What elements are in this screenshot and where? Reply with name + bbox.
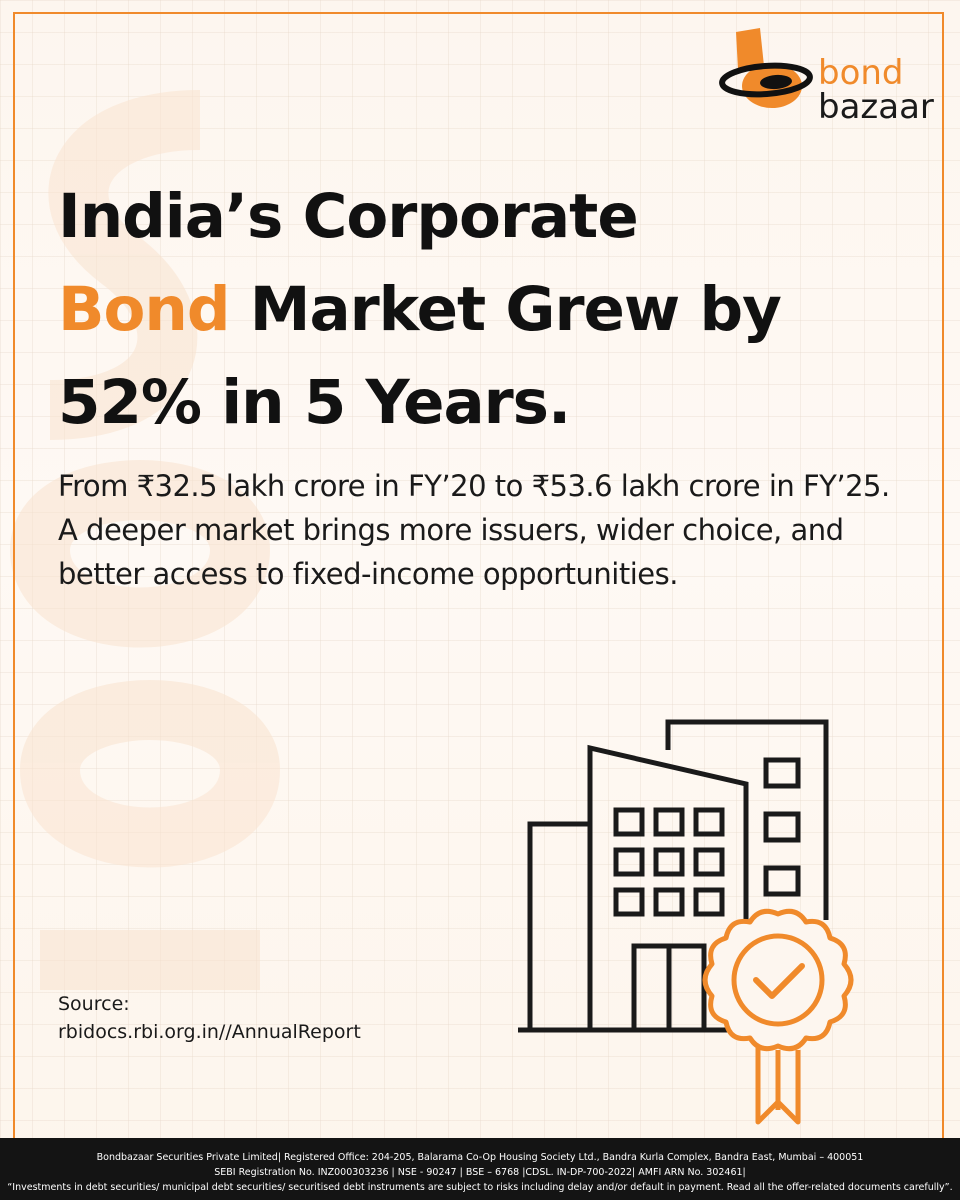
brand-logo: bond bazaar bbox=[716, 14, 946, 124]
body-paragraph-growth: From ₹32.5 lakh crore in FY’20 to ₹53.6 … bbox=[58, 469, 890, 503]
footer-risk-disclaimer: “Investments in debt securities/ municip… bbox=[7, 1182, 953, 1193]
body-copy: From ₹32.5 lakh crore in FY’20 to ₹53.6 … bbox=[58, 464, 938, 596]
headline-accent-word: Bond bbox=[58, 274, 230, 345]
body-paragraph-benefits: A deeper market brings more issuers, wid… bbox=[58, 513, 844, 591]
source-citation: Source: rbidocs.rbi.org.in//AnnualReport bbox=[58, 990, 361, 1046]
footer-registration-numbers: SEBI Registration No. INZ000303236 | NSE… bbox=[214, 1167, 746, 1178]
headline-line-3: 52% in 5 Years. bbox=[58, 367, 571, 438]
logo-word-bond: bond bbox=[818, 53, 904, 93]
headline: India’s Corporate Bond Market Grew by 52… bbox=[58, 170, 918, 449]
orange-border-frame bbox=[13, 12, 944, 1138]
source-label: Source: bbox=[58, 993, 130, 1015]
headline-line-2: Bond Market Grew by bbox=[58, 263, 918, 356]
headline-line-1: India’s Corporate bbox=[58, 181, 639, 252]
legal-footer: Bondbazaar Securities Private Limited| R… bbox=[0, 1138, 960, 1200]
office-building-with-certified-badge-icon bbox=[518, 719, 854, 1125]
headline-line-2-rest: Market Grew by bbox=[229, 274, 782, 345]
footer-registered-office: Bondbazaar Securities Private Limited| R… bbox=[96, 1152, 864, 1163]
logo-word-bazaar: bazaar bbox=[818, 87, 934, 127]
bondbazaar-logo-icon bbox=[719, 28, 813, 108]
source-url: rbidocs.rbi.org.in//AnnualReport bbox=[58, 1021, 361, 1043]
